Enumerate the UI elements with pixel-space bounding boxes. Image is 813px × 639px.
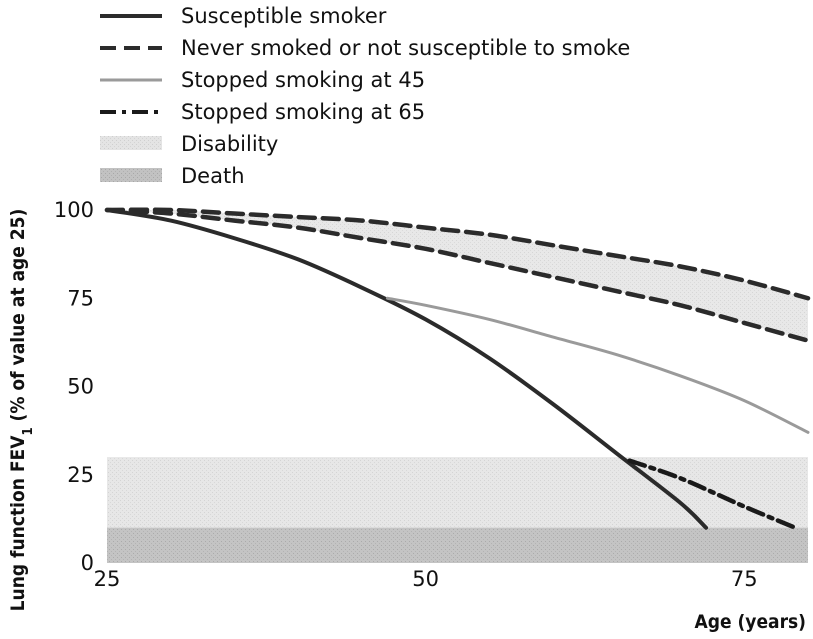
series-line-4 (627, 458, 798, 530)
never-smoked-range-fill (107, 210, 808, 341)
y-axis-title: Lung function FEV1 (% of value at age 25… (7, 209, 36, 612)
legend-swatch-5 (100, 168, 162, 182)
legend-label-2: Stopped smoking at 45 (181, 68, 425, 92)
y-tick-label-0: 0 (81, 551, 94, 575)
series-line-1 (104, 207, 811, 301)
never-smoked-range-area (107, 210, 808, 341)
legend-label-3: Stopped smoking at 65 (181, 100, 425, 124)
legend: Susceptible smoker Never smoked or not su… (100, 4, 630, 188)
series-line-2 (104, 207, 811, 343)
legend-label-4: Disability (181, 132, 278, 156)
series-line-0 (105, 208, 709, 530)
y-tick-label-25: 25 (67, 463, 94, 487)
x-tick-label-25: 25 (94, 567, 121, 591)
series-lines (104, 207, 811, 530)
legend-label-1: Never smoked or not susceptible to smoke (181, 36, 630, 60)
y-tick-label-50: 50 (67, 375, 94, 399)
x-tick-label-50: 50 (412, 567, 439, 591)
x-axis-title: Age (years) (694, 611, 806, 633)
y-tick-label-100: 100 (54, 198, 94, 222)
band-death (107, 527, 808, 563)
series-line-3 (385, 296, 810, 434)
legend-swatch-4 (100, 136, 162, 150)
y-tick-label-75: 75 (67, 286, 94, 310)
legend-label-0: Susceptible smoker (181, 4, 387, 28)
bands (107, 457, 808, 563)
x-tick-label-75: 75 (731, 567, 758, 591)
legend-label-5: Death (181, 164, 245, 188)
